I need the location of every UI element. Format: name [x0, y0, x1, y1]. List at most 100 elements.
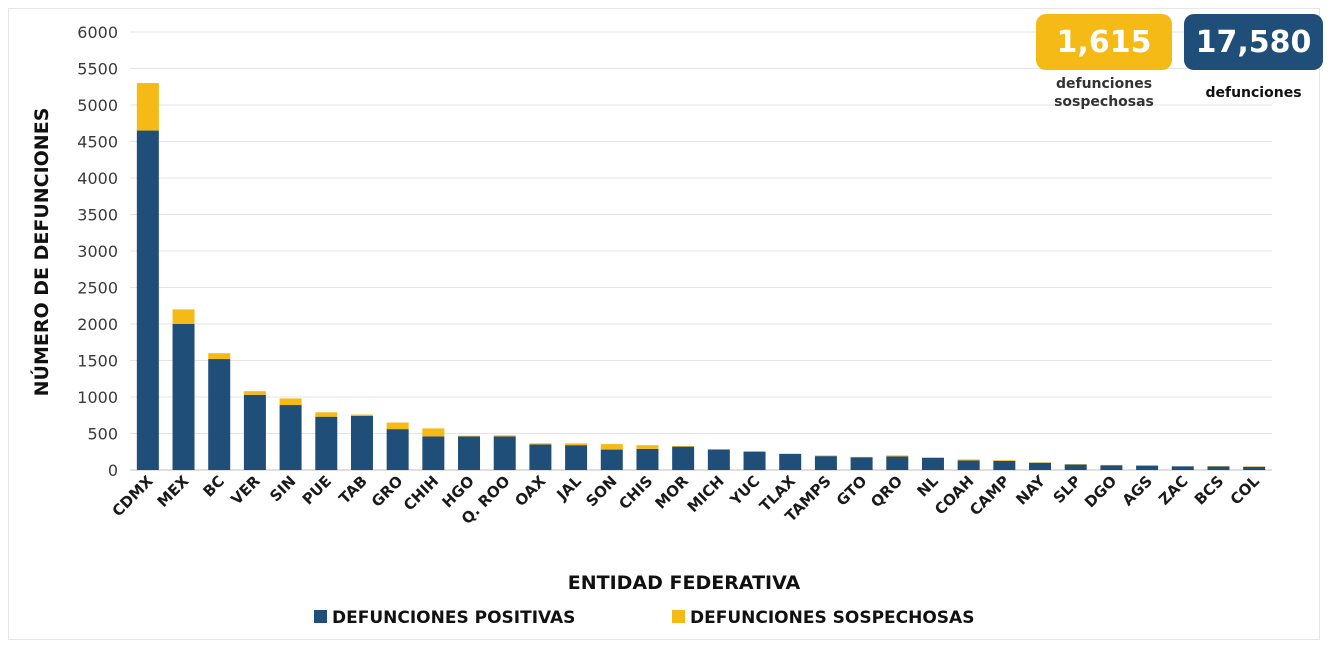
y-axis-ticks: 0 500 1000 1500 2000 2500 3000 3500 4000 4500 5000…	[77, 23, 118, 480]
bar-positivas-ags	[1136, 465, 1159, 470]
legend-label-sospechosas: DEFUNCIONES SOSPECHOSAS	[690, 608, 974, 628]
x-tick-label: CHIS	[615, 472, 656, 513]
bar-positivas-gto	[850, 457, 873, 470]
total-label-text: defunciones	[1205, 85, 1302, 101]
bar-positivas-pue	[315, 416, 338, 470]
y-tick-label: 3500	[77, 206, 118, 225]
bar-positivas-mex	[172, 324, 195, 470]
suspected-deaths-badge: 1,615	[1036, 14, 1172, 70]
y-tick-label: 3000	[77, 242, 118, 261]
bar-sospechosas-gro	[386, 422, 409, 430]
x-tick-label: TAB	[335, 472, 370, 507]
bar-positivas-yuc	[743, 451, 766, 470]
legend-swatch-positivas	[314, 610, 327, 623]
suspected-deaths-value: 1,615	[1056, 24, 1152, 60]
bar-positivas-sin	[279, 405, 302, 470]
bar-positivas-q-roo	[493, 436, 516, 470]
y-tick-label: 2500	[77, 279, 118, 298]
bar-positivas-nl	[921, 457, 944, 470]
chart-frame	[8, 8, 1320, 640]
x-tick-label: MICH	[684, 472, 728, 516]
bar-positivas-mor	[672, 446, 695, 470]
bar-positivas-dgo	[1100, 465, 1123, 470]
bar-positivas-oax	[529, 444, 552, 470]
x-tick-label: NAY	[1012, 471, 1049, 508]
bar-positivas-cdmx	[136, 130, 159, 471]
bar-sospechosas-chih	[422, 428, 445, 437]
legend: DEFUNCIONES POSITIVAS DEFUNCIONES SOSPEC…	[314, 608, 974, 628]
bar-sospechosas-camp	[993, 460, 1016, 461]
x-tick-label: NL	[913, 472, 942, 501]
bar-sospechosas-bc	[208, 353, 231, 360]
y-tick-label: 5000	[77, 96, 118, 115]
suspected-deaths-label: defunciones sospechosas	[1026, 75, 1182, 111]
y-tick-label: 1500	[77, 352, 118, 371]
bar-positivas-son	[600, 449, 623, 470]
bar-positivas-gro	[386, 429, 409, 470]
x-tick-label: GTO	[833, 472, 871, 510]
y-tick-label: 4000	[77, 169, 118, 188]
bar-sospechosas-sin	[279, 398, 302, 406]
total-deaths-label: defunciones	[1184, 84, 1323, 102]
bar-sospechosas-ver	[243, 391, 266, 395]
x-tick-label: BC	[199, 472, 228, 501]
gridlines	[130, 31, 1272, 471]
bar-sospechosas-son	[600, 444, 623, 450]
x-tick-label: QRO	[867, 472, 906, 511]
y-tick-label: 1000	[77, 388, 118, 407]
bar-positivas-mich	[707, 449, 730, 470]
x-tick-label: DGO	[1081, 472, 1120, 511]
bar-sospechosas-qro	[886, 455, 909, 457]
bar-positivas-ver	[243, 394, 266, 470]
bar-positivas-col	[1243, 466, 1266, 470]
bar-sospechosas-oax	[529, 443, 552, 445]
total-deaths-value: 17,580	[1195, 24, 1312, 60]
bar-sospechosas-coah	[957, 459, 980, 461]
bar-sospechosas-nl	[921, 457, 944, 458]
bar-positivas-hgo	[458, 436, 481, 470]
bar-sospechosas-mex	[172, 309, 195, 324]
bar-positivas-qro	[886, 456, 909, 470]
bar-sospechosas-cdmx	[136, 83, 159, 131]
bar-sospechosas-pue	[315, 412, 338, 417]
x-tick-label: SLP	[1050, 472, 1085, 507]
suspected-label-line1: defunciones	[1055, 76, 1153, 92]
x-tick-label: CHIH	[400, 472, 442, 514]
bar-positivas-chih	[422, 436, 445, 470]
bar-positivas-bc	[208, 359, 231, 470]
bar-positivas-nay	[1029, 462, 1052, 470]
x-tick-label: BCS	[1191, 472, 1227, 508]
bar-sospechosas-tab	[350, 414, 373, 416]
bar-sospechosas-tamps	[814, 455, 837, 457]
x-tick-label: SON	[582, 472, 620, 510]
x-tick-label: MEX	[154, 472, 193, 511]
x-tick-label: AGS	[1119, 472, 1156, 509]
bar-positivas-bcs	[1207, 466, 1230, 470]
x-tick-label: JAL	[553, 472, 586, 505]
x-tick-label: GRO	[368, 472, 407, 511]
x-tick-label: VER	[227, 472, 264, 509]
legend-label-positivas: DEFUNCIONES POSITIVAS	[332, 608, 575, 628]
y-tick-label: 0	[108, 461, 118, 480]
bar-positivas-tab	[350, 415, 373, 470]
suspected-label-line2: sospechosas	[1054, 94, 1154, 110]
x-tick-label: OAX	[511, 472, 549, 510]
bar-sospechosas-chis	[636, 445, 659, 449]
bar-sospechosas-jal	[565, 443, 588, 446]
y-tick-label: 500	[87, 425, 118, 444]
bar-positivas-slp	[1064, 464, 1087, 470]
bar-positivas-chis	[636, 448, 659, 470]
bar-sospechosas-hgo	[458, 435, 481, 437]
bar-sospechosas-q-roo	[493, 435, 516, 437]
bar-positivas-jal	[565, 445, 588, 470]
y-tick-label: 5500	[77, 60, 118, 79]
x-tick-label: SIN	[266, 472, 299, 505]
legend-swatch-sospechosas	[672, 610, 685, 623]
bar-positivas-tamps	[814, 456, 837, 470]
x-tick-label: PUE	[299, 472, 335, 508]
x-tick-label: COL	[1227, 472, 1264, 509]
y-tick-label: 4500	[77, 133, 118, 152]
x-tick-label: CAMP	[966, 472, 1013, 519]
